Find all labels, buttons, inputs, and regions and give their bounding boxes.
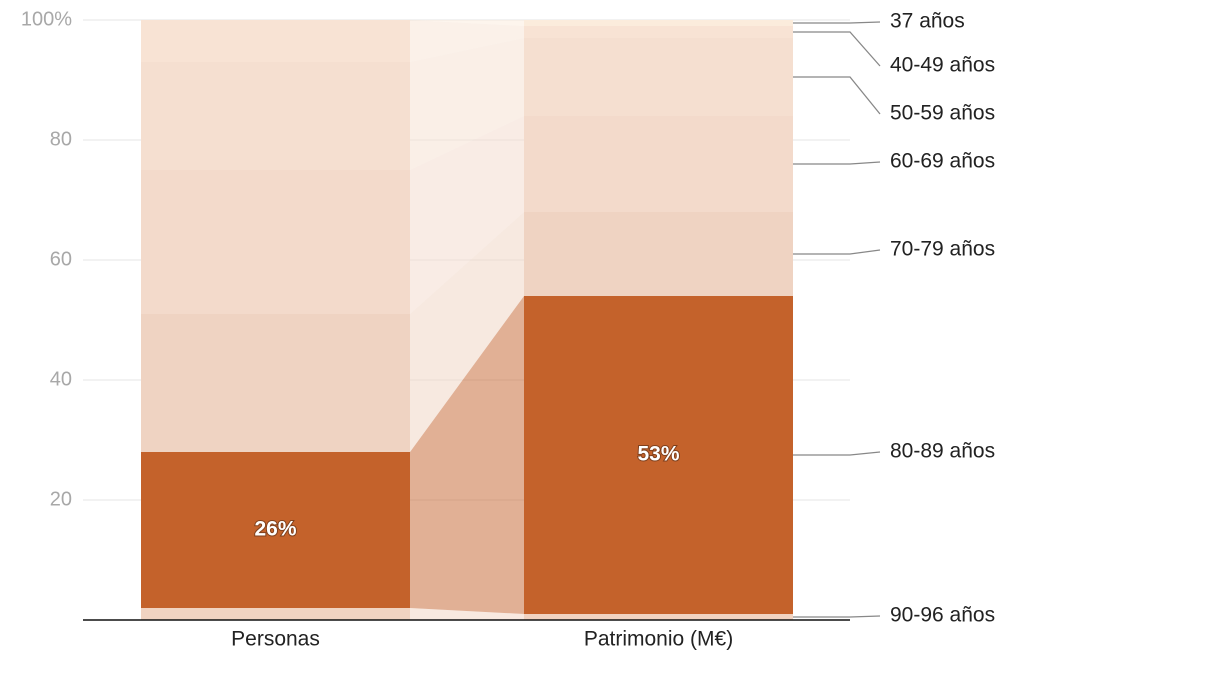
bar-segment: [524, 38, 793, 116]
bar-segment: [141, 170, 410, 314]
x-tick-label: Personas: [231, 628, 320, 651]
legend-label: 50-59 años: [890, 102, 995, 125]
bar-segment: [524, 116, 793, 212]
leader-line: [793, 615, 881, 618]
y-tick-label: 20: [50, 488, 72, 510]
bar-segment: [141, 608, 410, 620]
leader-line: [793, 249, 881, 255]
leader-line: [793, 451, 881, 456]
x-tick-label: Patrimonio (M€): [584, 628, 733, 651]
y-tick-label: 80: [50, 128, 72, 150]
bar-segment: [141, 452, 410, 608]
connector: [410, 20, 524, 62]
value-label: 26%: [254, 518, 296, 541]
bar-segment: [524, 614, 793, 620]
connector: [410, 20, 524, 26]
y-tick-label: 60: [50, 248, 72, 270]
y-tick-label: 100%: [21, 8, 72, 30]
bar-segment: [141, 62, 410, 170]
connector: [410, 38, 524, 170]
legend-label: 80-89 años: [890, 440, 995, 463]
bar-segment: [524, 212, 793, 296]
bar-segment: [141, 314, 410, 452]
legend-label: 37 años: [890, 10, 965, 33]
bar-segment: [524, 20, 793, 26]
value-label: 53%: [637, 443, 679, 466]
bar-segment: [524, 296, 793, 614]
leader-line: [793, 161, 881, 165]
leader-line: [793, 76, 881, 115]
connector: [410, 296, 524, 614]
connector: [410, 116, 524, 314]
legend-label: 90-96 años: [890, 604, 995, 627]
connector: [410, 608, 524, 620]
bar-segment: [524, 26, 793, 38]
bar-segment: [141, 20, 410, 62]
connector: [410, 212, 524, 452]
legend-label: 60-69 años: [890, 150, 995, 173]
leader-line: [793, 21, 881, 24]
leader-line: [793, 31, 881, 67]
legend-label: 70-79 años: [890, 238, 995, 261]
y-tick-label: 40: [50, 368, 72, 390]
legend-label: 40-49 años: [890, 54, 995, 77]
